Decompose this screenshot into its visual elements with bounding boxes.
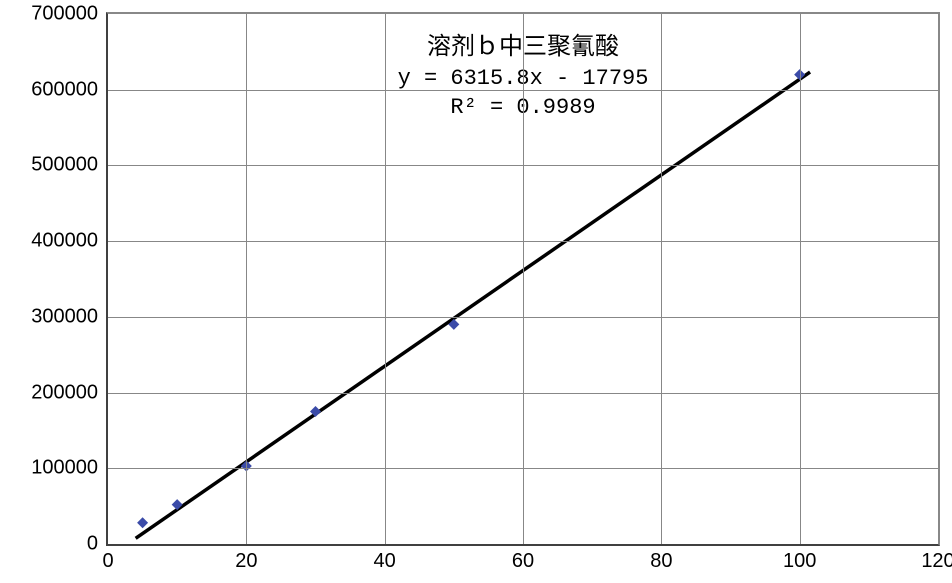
x-tick-label: 120 (921, 544, 952, 573)
x-tick-label: 40 (374, 544, 396, 573)
x-tick-label: 60 (512, 544, 534, 573)
grid-line-v (661, 14, 662, 544)
grid-line-v (523, 14, 524, 544)
y-tick-label: 700000 (31, 3, 108, 26)
y-tick-label: 600000 (31, 78, 108, 101)
y-tick-label: 100000 (31, 457, 108, 480)
x-tick-label: 100 (783, 544, 816, 573)
grid-line-v (385, 14, 386, 544)
data-point (137, 517, 148, 528)
plot-area: 溶剂ｂ中三聚氰酸 y = 6315.8x - 17795 R² = 0.9989… (106, 12, 940, 546)
y-tick-label: 400000 (31, 230, 108, 253)
y-tick-label: 500000 (31, 154, 108, 177)
y-tick-label: 200000 (31, 381, 108, 404)
x-tick-label: 0 (102, 544, 113, 573)
x-tick-label: 80 (650, 544, 672, 573)
grid-line-v (246, 14, 247, 544)
grid-line-v (800, 14, 801, 544)
x-tick-label: 20 (235, 544, 257, 573)
y-tick-label: 300000 (31, 305, 108, 328)
